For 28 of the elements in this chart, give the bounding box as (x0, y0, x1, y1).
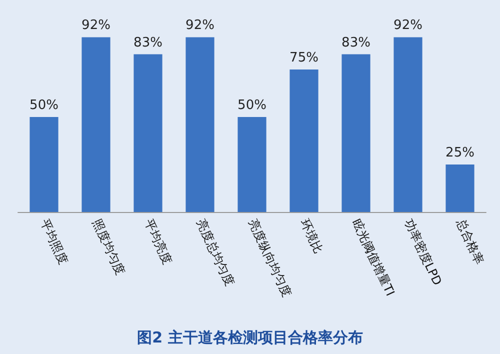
bar (290, 70, 318, 212)
bar (82, 37, 110, 212)
data-label: 50% (30, 98, 58, 113)
x-tick-label: 眩光阈值增量TI (350, 217, 398, 298)
data-label: 25% (446, 146, 474, 160)
data-label: 83% (134, 35, 162, 50)
bar (446, 164, 474, 212)
bar (134, 54, 162, 212)
data-label: 92% (186, 18, 214, 34)
x-tick-label: 平均照度 (38, 217, 71, 266)
bar (394, 37, 422, 212)
data-label: 92% (82, 18, 110, 34)
x-tick-label: 平均亮度 (142, 217, 175, 266)
bar (238, 117, 266, 212)
data-label: 83% (342, 35, 370, 50)
bar (30, 117, 58, 212)
bar (342, 54, 370, 212)
x-tick-label: 亮度纵向均匀度 (246, 217, 294, 300)
x-tick-label: 环境比 (298, 217, 326, 256)
x-tick-label: 总合格率 (453, 216, 487, 266)
bar (186, 37, 214, 212)
x-tick-label: 照度均匀度 (90, 217, 128, 278)
data-label: 92% (394, 18, 422, 34)
x-tick-label: 亮度总均匀度 (194, 217, 237, 288)
data-label: 50% (238, 98, 266, 113)
data-label: 75% (290, 50, 318, 66)
x-tick-label: 功率密度LPD (402, 217, 444, 288)
text: 图2 主干道各检测项目合格率分布 (137, 328, 363, 346)
